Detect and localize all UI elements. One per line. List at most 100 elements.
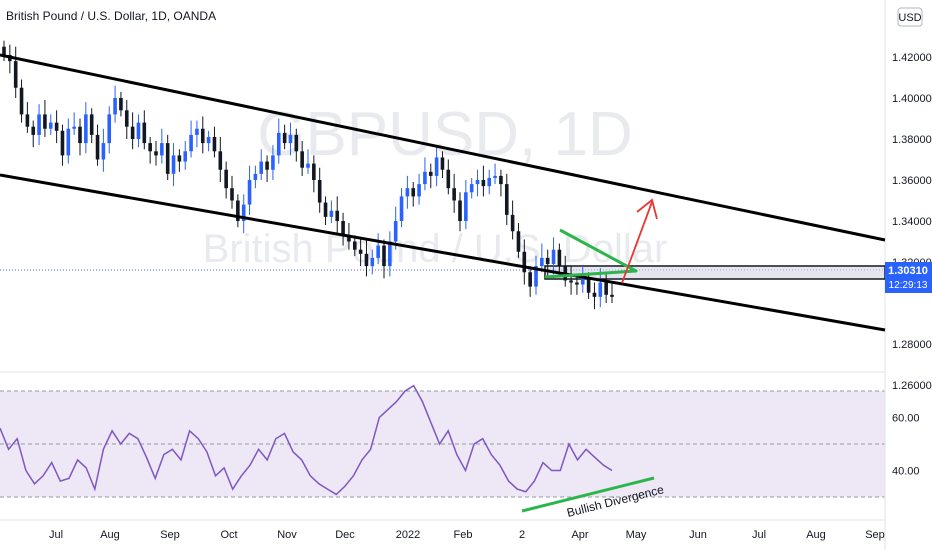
candle-body xyxy=(376,245,380,258)
candle-body xyxy=(165,143,170,174)
candle-body xyxy=(171,155,176,174)
candle-body xyxy=(411,188,416,197)
candle-body xyxy=(481,180,486,187)
price-tick-label: 1.28000 xyxy=(892,339,932,351)
candle-body xyxy=(352,241,357,250)
candle-body xyxy=(48,122,53,129)
candle-body xyxy=(54,122,59,131)
candle-body xyxy=(604,282,608,295)
price-tick-label: 1.42000 xyxy=(892,52,932,64)
candle-body xyxy=(388,241,392,267)
candle-body xyxy=(557,249,562,267)
candle-body xyxy=(417,184,421,197)
time-tick-label: Dec xyxy=(335,529,355,541)
target-arrow[interactable] xyxy=(621,201,653,284)
candle-body xyxy=(393,221,398,242)
candle-body xyxy=(399,196,404,221)
price-axis[interactable]: 1.420001.400001.380001.360001.340001.320… xyxy=(892,52,932,392)
candle-body xyxy=(60,130,65,156)
candle-body xyxy=(189,134,193,152)
candle-body xyxy=(160,143,164,156)
candle-body xyxy=(575,282,579,285)
time-tick-label: Apr xyxy=(571,529,588,541)
candle-body xyxy=(25,114,30,127)
candle-body xyxy=(13,61,18,88)
last-price-value: 1.30310 xyxy=(888,265,928,277)
candle-body xyxy=(148,143,152,152)
target-arrow-head xyxy=(636,198,658,220)
currency-button[interactable] xyxy=(897,7,923,27)
candle-body xyxy=(124,110,129,127)
candle-body xyxy=(206,136,211,144)
candle-body xyxy=(405,188,410,197)
candle-body xyxy=(19,87,24,115)
candle-body xyxy=(66,128,71,156)
candle-body xyxy=(464,192,468,221)
candle-body xyxy=(358,249,363,254)
candle-body xyxy=(247,180,252,205)
candle-body xyxy=(306,163,310,168)
rsi-axis[interactable]: 60.00 40.00 xyxy=(892,413,920,478)
candle-body xyxy=(323,202,328,217)
currency-button-label[interactable]: USD xyxy=(898,12,921,24)
candle-body xyxy=(534,266,538,287)
candle-body xyxy=(142,122,147,144)
time-tick-label: Aug xyxy=(806,529,826,541)
candle-body xyxy=(31,126,36,135)
rsi-tick-label: 40.00 xyxy=(892,466,920,478)
candle-body xyxy=(341,221,345,236)
candle-body xyxy=(113,98,117,115)
candle-body xyxy=(154,151,158,156)
chart-title: British Pound / U.S. Dollar, 1D, OANDA xyxy=(6,9,216,23)
candle-body xyxy=(130,126,135,139)
candle-body xyxy=(569,280,573,283)
candle-body xyxy=(271,155,275,170)
time-tick-label: May xyxy=(626,529,647,541)
watermark-symbol: GBPUSD, 1D xyxy=(257,100,633,169)
candle-body xyxy=(2,46,6,55)
triangle-pattern[interactable] xyxy=(544,228,638,279)
candle-body xyxy=(312,163,316,180)
candle-body xyxy=(592,292,597,297)
candle-body xyxy=(183,151,188,162)
candle-body xyxy=(72,126,76,129)
candle-body xyxy=(288,134,293,144)
candle-body xyxy=(218,151,223,170)
time-tick-label: Sep xyxy=(160,529,180,541)
price-tick-label: 1.34000 xyxy=(892,216,932,228)
candle-body xyxy=(276,132,281,156)
candle-body xyxy=(37,114,41,135)
candle-body xyxy=(428,171,433,176)
candle-body xyxy=(510,214,515,232)
candle-body xyxy=(84,114,88,144)
candle-body xyxy=(493,175,497,178)
candle-body xyxy=(446,169,451,189)
candle-body xyxy=(580,278,585,285)
candle-body xyxy=(475,180,480,185)
candle-body xyxy=(241,204,246,221)
time-axis[interactable]: Jul Aug Sep Oct Nov Dec 2022 Feb 2 Apr May Jun Jul Au… xyxy=(49,529,885,541)
candle-body xyxy=(458,200,462,221)
time-tick-label: Sep xyxy=(865,529,885,541)
candle-body xyxy=(136,122,141,139)
candle-body xyxy=(43,114,47,129)
candle-body xyxy=(598,282,603,297)
candle-body xyxy=(469,184,474,193)
rsi-line xyxy=(0,384,613,496)
channel-upper-line[interactable] xyxy=(0,53,886,242)
candle-body xyxy=(195,128,199,135)
divergence-line[interactable] xyxy=(521,476,655,513)
time-tick-label: 2022 xyxy=(396,529,420,541)
candle-body xyxy=(294,134,299,152)
candle-body xyxy=(516,231,521,252)
candle-body xyxy=(551,249,556,265)
price-tick-label: 1.36000 xyxy=(892,175,932,187)
time-tick-label: Jul xyxy=(752,529,766,541)
rsi-tick-label: 60.00 xyxy=(892,413,920,425)
candle-body xyxy=(610,294,614,297)
channel-lower-line[interactable] xyxy=(0,173,886,332)
candle-body xyxy=(300,151,304,168)
price-tick-label: 1.38000 xyxy=(892,134,932,146)
